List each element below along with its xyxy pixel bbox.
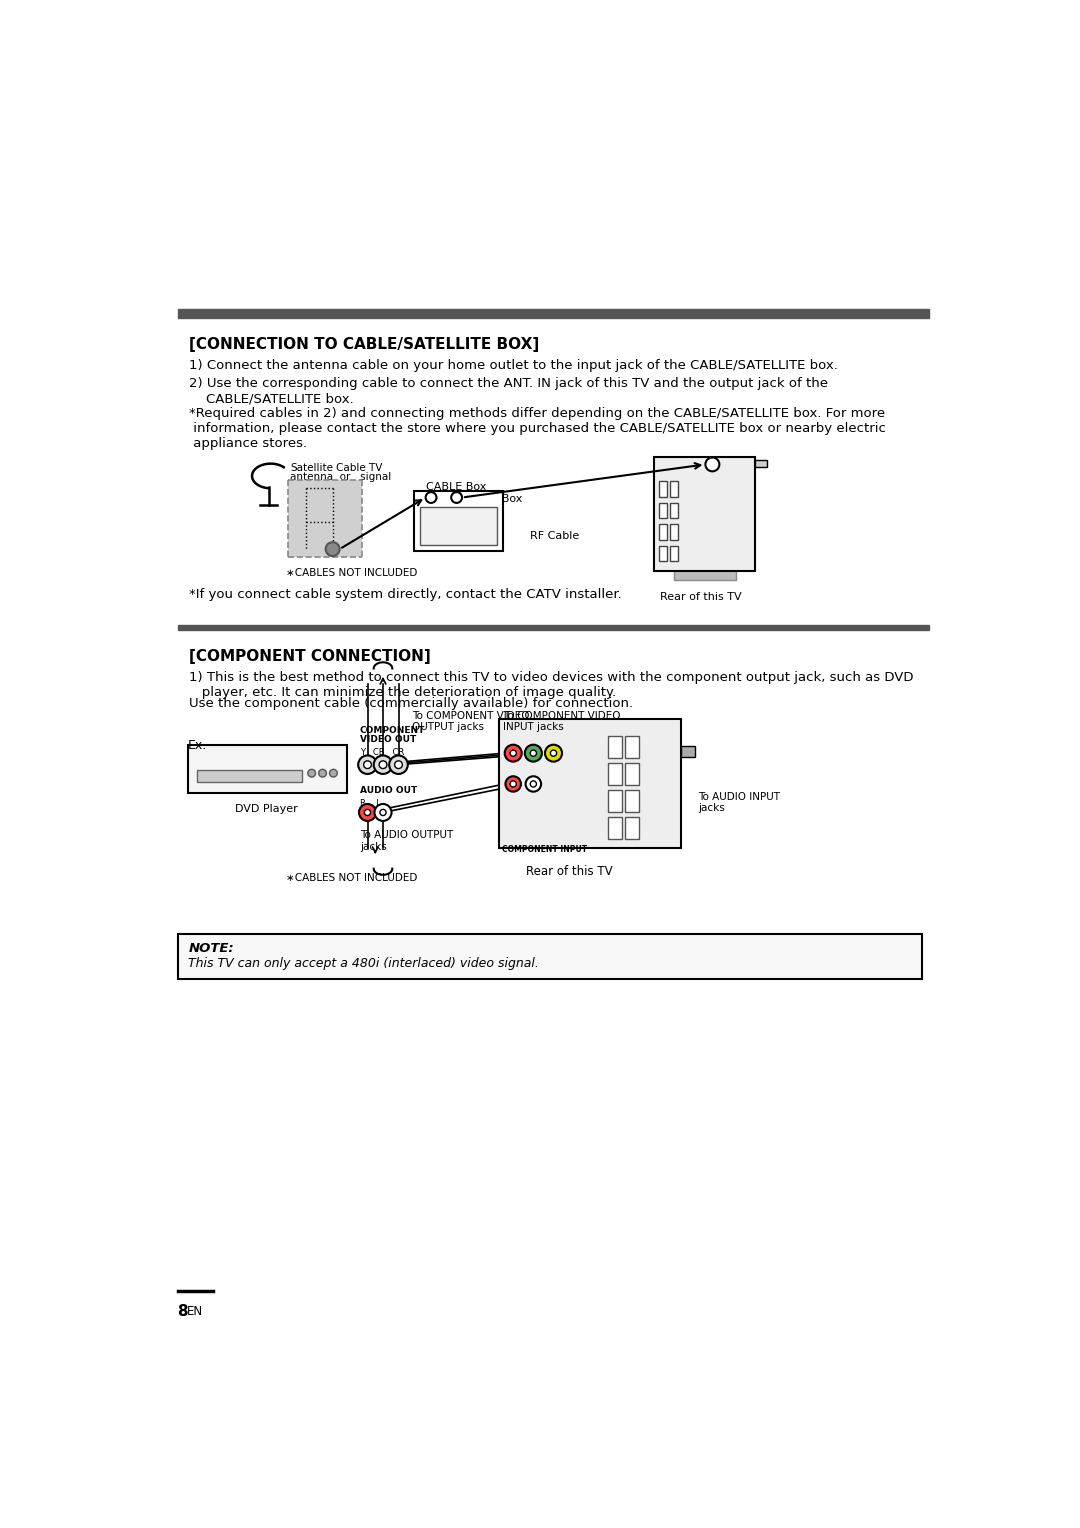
- Circle shape: [308, 769, 315, 778]
- Text: EN: EN: [187, 1305, 203, 1319]
- Text: To AUDIO OUTPUT
jacks: To AUDIO OUTPUT jacks: [360, 830, 453, 851]
- Bar: [654, 457, 755, 570]
- Text: AUDIO OUT: AUDIO OUT: [360, 787, 417, 795]
- Bar: [625, 817, 638, 839]
- Circle shape: [526, 776, 541, 792]
- Circle shape: [530, 750, 537, 756]
- Circle shape: [364, 810, 370, 816]
- Circle shape: [551, 750, 556, 756]
- Bar: [681, 746, 696, 756]
- Bar: [674, 568, 735, 581]
- Circle shape: [504, 744, 522, 761]
- Circle shape: [394, 761, 403, 769]
- Circle shape: [451, 492, 462, 503]
- Text: COMPONENT INPUT: COMPONENT INPUT: [502, 845, 588, 854]
- Bar: [755, 460, 767, 468]
- Bar: [608, 790, 622, 811]
- Circle shape: [374, 755, 392, 775]
- Text: To AUDIO INPUT
jacks: To AUDIO INPUT jacks: [699, 792, 781, 813]
- Bar: [670, 481, 677, 497]
- Text: Cable TV: Cable TV: [337, 463, 383, 472]
- Circle shape: [329, 769, 337, 778]
- Text: This TV can only accept a 480i (interlaced) video signal.: This TV can only accept a 480i (interlac…: [189, 957, 539, 970]
- Circle shape: [505, 776, 521, 792]
- Text: DVD Player: DVD Player: [235, 804, 298, 814]
- Circle shape: [389, 755, 408, 775]
- Circle shape: [426, 492, 436, 503]
- Bar: [659, 481, 666, 497]
- Bar: [625, 790, 638, 811]
- Bar: [670, 503, 677, 518]
- Bar: [659, 503, 666, 518]
- Text: *If you connect cable system directly, contact the CATV installer.: *If you connect cable system directly, c…: [189, 588, 622, 601]
- Circle shape: [319, 769, 326, 778]
- Text: ∗CABLES NOT INCLUDED: ∗CABLES NOT INCLUDED: [286, 872, 418, 883]
- Text: NOTE:: NOTE:: [189, 941, 234, 955]
- Circle shape: [545, 744, 562, 761]
- Circle shape: [359, 755, 377, 775]
- Circle shape: [525, 744, 542, 761]
- Circle shape: [359, 804, 376, 821]
- Bar: [197, 770, 301, 782]
- Text: 8: 8: [177, 1303, 188, 1319]
- Circle shape: [326, 542, 339, 556]
- Circle shape: [510, 750, 516, 756]
- Bar: [670, 524, 677, 539]
- Circle shape: [510, 781, 516, 787]
- Text: [COMPONENT CONNECTION]: [COMPONENT CONNECTION]: [189, 649, 431, 665]
- Bar: [288, 480, 362, 556]
- FancyBboxPatch shape: [177, 934, 921, 979]
- Circle shape: [364, 761, 372, 769]
- Text: *Required cables in 2) and connecting methods differ depending on the CABLE/SATE: *Required cables in 2) and connecting me…: [189, 406, 886, 449]
- Text: Use the component cable (commercially available) for connection.: Use the component cable (commercially av…: [189, 697, 633, 711]
- Bar: [177, 625, 930, 630]
- Text: 1) Connect the antenna cable on your home outlet to the input jack of the CABLE/: 1) Connect the antenna cable on your hom…: [189, 359, 838, 371]
- Text: antenna  or   signal: antenna or signal: [291, 472, 391, 483]
- Bar: [499, 718, 681, 848]
- Text: Ex.: Ex.: [188, 740, 207, 752]
- Text: To COMPONENT VIDEO
INPUT jacks: To COMPONENT VIDEO INPUT jacks: [503, 711, 621, 732]
- Circle shape: [379, 761, 387, 769]
- Text: 1) This is the best method to connect this TV to video devices with the componen: 1) This is the best method to connect th…: [189, 671, 914, 698]
- Text: ∗CABLES NOT INCLUDED: ∗CABLES NOT INCLUDED: [286, 568, 418, 579]
- Text: Satellite: Satellite: [291, 463, 333, 472]
- Bar: [608, 817, 622, 839]
- Text: COMPONENT: COMPONENT: [360, 726, 426, 735]
- Circle shape: [375, 804, 392, 821]
- Text: Y   CB   CR: Y CB CR: [360, 747, 404, 756]
- Text: [CONNECTION TO CABLE/SATELLITE BOX]: [CONNECTION TO CABLE/SATELLITE BOX]: [189, 338, 540, 353]
- Text: Rear of this TV: Rear of this TV: [526, 865, 613, 877]
- Text: To COMPONENT VIDEO
OUTPUT jacks: To COMPONENT VIDEO OUTPUT jacks: [413, 711, 530, 732]
- Bar: [670, 545, 677, 561]
- Bar: [177, 309, 930, 318]
- Bar: [659, 524, 666, 539]
- Text: 2) Use the corresponding cable to connect the ANT. IN jack of this TV and the ou: 2) Use the corresponding cable to connec…: [189, 377, 828, 405]
- Bar: [188, 746, 347, 793]
- Bar: [608, 736, 622, 758]
- Text: CABLE Box
or SATELLITE Box: CABLE Box or SATELLITE Box: [426, 483, 522, 504]
- Circle shape: [705, 457, 719, 471]
- Bar: [625, 736, 638, 758]
- Bar: [625, 762, 638, 785]
- Circle shape: [530, 781, 537, 787]
- Bar: [420, 507, 497, 545]
- Text: RF Cable: RF Cable: [530, 532, 580, 541]
- Bar: [608, 762, 622, 785]
- Text: VIDEO OUT: VIDEO OUT: [360, 735, 416, 744]
- Circle shape: [380, 810, 387, 816]
- Text: R    L: R L: [360, 799, 381, 808]
- Bar: [414, 492, 503, 552]
- Text: IN    OUT: IN OUT: [420, 507, 463, 516]
- Text: Rear of this TV: Rear of this TV: [661, 593, 742, 602]
- Bar: [659, 545, 666, 561]
